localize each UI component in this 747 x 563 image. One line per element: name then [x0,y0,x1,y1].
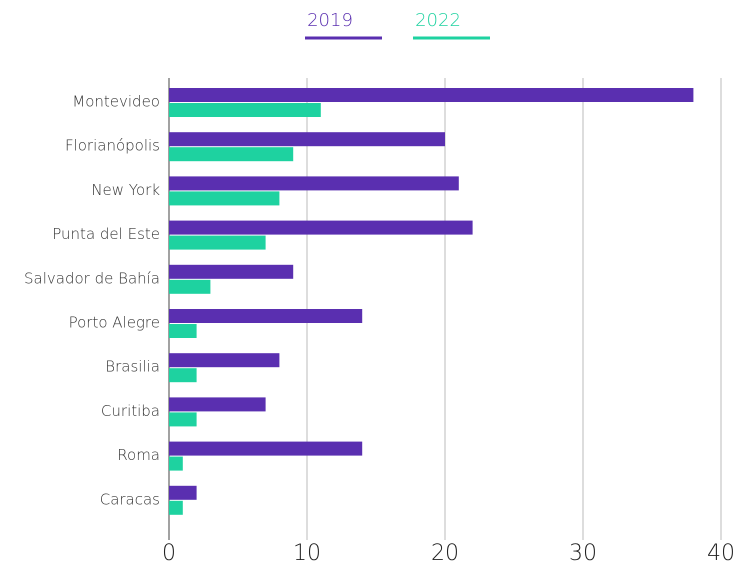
bar [169,309,363,323]
y-tick-label: New York [91,181,160,199]
bar [169,279,211,294]
x-tick-label: 40 [707,541,735,563]
x-tick-label: 30 [569,541,597,563]
y-tick-label: Curitiba [101,402,160,420]
bar [169,191,280,206]
bar [169,103,321,117]
bar [169,397,266,412]
bar [169,324,197,338]
legend-label: 2019 [307,10,353,31]
y-tick-label: Porto Alegre [69,314,160,332]
bar [169,88,694,102]
bar [169,176,459,191]
bar [169,456,183,471]
x-tick-label: 10 [293,541,321,563]
bar [169,235,266,250]
bar [169,485,197,500]
bar [169,132,445,147]
y-tick-label: Montevideo [72,93,160,111]
bar [169,353,280,368]
y-tick-label: Punta del Este [52,225,160,243]
bar [169,368,197,383]
y-tick-label: Caracas [100,490,160,508]
x-tick-label: 0 [162,541,176,563]
bar [169,264,294,279]
legend-label: 2022 [415,10,461,31]
bar [169,441,363,456]
y-tick-label: Brasilia [105,358,160,376]
bar [169,147,294,162]
y-tick-label: Roma [117,446,160,464]
x-tick-label: 20 [431,541,459,563]
y-tick-label: Salvador de Bahía [24,269,160,287]
bar [169,500,183,515]
bar [169,412,197,427]
bar [169,220,473,235]
y-tick-label: Florianópolis [65,137,160,155]
